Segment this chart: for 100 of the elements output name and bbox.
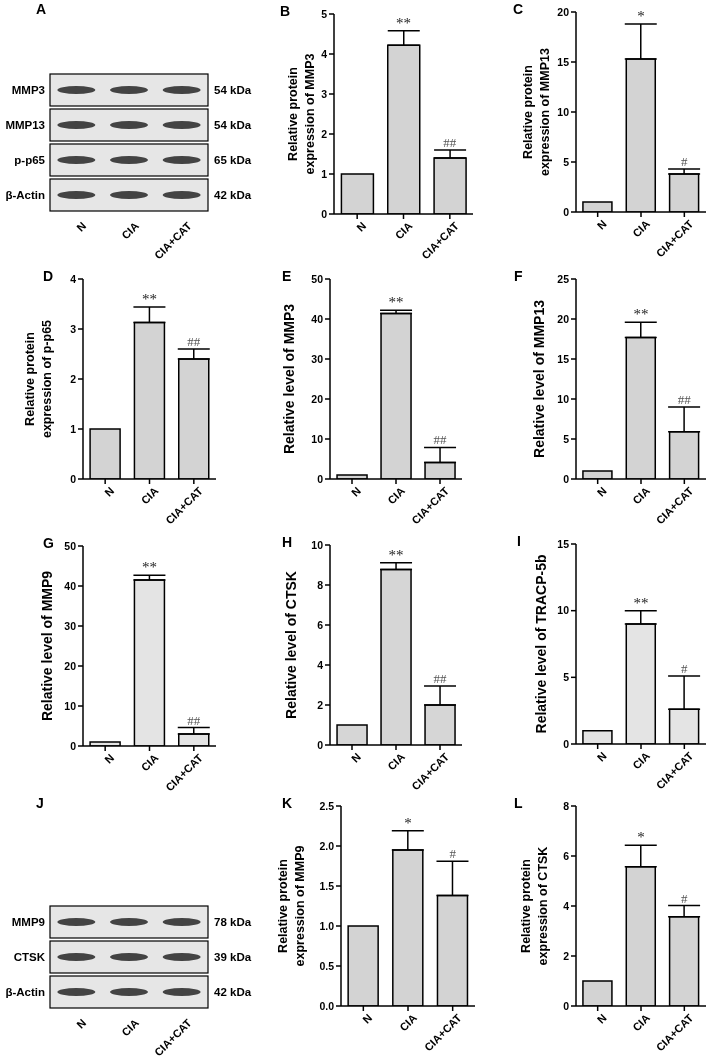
annotation: # <box>681 154 689 169</box>
y-axis-title: Relative level of MMP3 <box>281 303 297 455</box>
category-label: 78 kDa <box>214 916 252 928</box>
x-tick-label: N <box>354 219 369 234</box>
y-tick-label: 1 <box>321 167 328 180</box>
annotation: ** <box>388 546 404 563</box>
annotation: # <box>681 890 689 906</box>
y-tick-label: 1.0 <box>319 919 335 932</box>
text: J <box>36 795 44 811</box>
y-tick-label: 6 <box>563 849 570 862</box>
annotation: ** <box>396 14 411 31</box>
y-tick-label: 15 <box>557 537 570 550</box>
y-tick-label: 6 <box>317 618 324 631</box>
chart-title: I <box>517 533 521 549</box>
text: A <box>36 1 47 17</box>
category-label: MMP13 <box>5 119 45 131</box>
x-tick-label: CIA <box>630 484 653 507</box>
y-tick-label: 1 <box>70 422 77 435</box>
y-tick-label: 8 <box>563 799 570 812</box>
y-tick-label: 20 <box>557 312 570 325</box>
y-tick-label: 20 <box>311 392 324 405</box>
y-tick-label: 0 <box>563 999 570 1012</box>
y-tick-label: 15 <box>557 55 570 68</box>
y-axis-title: Relative level of MMP13 <box>531 299 547 458</box>
annotation: ## <box>677 392 692 407</box>
x-tick-label: CIA <box>138 751 161 774</box>
y-axis-title: Relative protein expression of CTSK <box>519 846 550 966</box>
y-tick-label: 0 <box>563 472 570 485</box>
y-tick-label: 0.5 <box>319 959 335 972</box>
y-tick-label: 30 <box>64 619 77 632</box>
category-label: 65 kDa <box>214 154 252 166</box>
chart-title: D <box>43 268 54 284</box>
y-axis-title: Relative level of CTSK <box>283 571 299 719</box>
x-tick-label: N <box>594 749 609 764</box>
y-tick-label: 2 <box>70 372 77 385</box>
category-label: 42 kDa <box>214 986 252 998</box>
y-tick-label: 10 <box>557 392 570 405</box>
annotation: ** <box>142 559 157 576</box>
y-tick-label: 2 <box>563 949 570 962</box>
category-label: MMP3 <box>11 84 45 96</box>
chart-title: K <box>282 795 293 811</box>
x-tick-label: N <box>102 751 117 766</box>
y-tick-label: 10 <box>64 699 77 712</box>
y-tick-label: 50 <box>311 272 324 285</box>
y-axis-title: Relative level of TRACP-5b <box>533 554 549 734</box>
annotation: # <box>449 846 457 862</box>
chart-title: H <box>282 534 293 550</box>
y-tick-label: 10 <box>311 432 324 445</box>
y-tick-label: 1.5 <box>319 879 335 892</box>
annotation: * <box>637 8 645 24</box>
y-tick-label: 20 <box>64 659 77 672</box>
y-tick-label: 4 <box>70 272 77 285</box>
chart-title: C <box>513 1 524 17</box>
y-tick-label: 10 <box>557 105 570 118</box>
y-tick-label: 4 <box>317 658 324 671</box>
y-tick-label: 2 <box>317 698 324 711</box>
y-tick-label: 0 <box>563 737 570 750</box>
x-tick-label: CIA <box>630 749 653 772</box>
y-tick-label: 3 <box>321 87 328 100</box>
annotation: # <box>681 661 689 676</box>
x-tick-label: CIA <box>138 484 161 507</box>
x-tick-label: N <box>594 1011 609 1026</box>
x-tick-label: CIA <box>385 484 408 507</box>
y-tick-label: 5 <box>563 155 570 168</box>
x-tick-label: CIA <box>397 1011 420 1034</box>
y-tick-label: 2.5 <box>319 799 335 812</box>
y-axis-title: Relative protein expression of MMP9 <box>276 845 307 967</box>
y-axis-title: Relative protein expression of p-p65 <box>23 319 54 439</box>
y-tick-label: 30 <box>311 352 324 365</box>
x-tick-label: N <box>348 484 364 499</box>
category-label: 54 kDa <box>214 119 252 131</box>
annotation: ## <box>187 712 201 728</box>
y-tick-label: 20 <box>557 5 570 18</box>
y-tick-label: 0 <box>321 207 328 220</box>
y-tick-label: 8 <box>317 578 324 591</box>
y-tick-label: 15 <box>557 352 570 365</box>
chart-title: B <box>280 3 291 19</box>
y-tick-label: 40 <box>64 579 77 592</box>
x-tick-label: CIA <box>630 217 653 240</box>
category-label: MMP9 <box>11 916 45 928</box>
chart-title: L <box>514 795 523 811</box>
x-tick-label: N <box>594 484 609 499</box>
x-tick-label: N <box>102 484 117 499</box>
y-axis-title: Relative protein expression of MMP3 <box>286 53 317 175</box>
annotation: * <box>637 829 645 846</box>
annotation: ** <box>388 294 404 311</box>
y-tick-label: 0 <box>317 472 324 485</box>
annotation: ## <box>443 135 457 150</box>
y-tick-label: 10 <box>311 538 324 551</box>
category-label: 39 kDa <box>214 951 252 963</box>
y-tick-label: 0 <box>70 739 77 752</box>
y-tick-label: 5 <box>321 7 328 20</box>
chart-title: E <box>282 268 292 284</box>
y-tick-label: 25 <box>557 272 570 285</box>
x-tick-label: N <box>360 1011 375 1026</box>
x-tick-label: N <box>594 217 609 232</box>
y-tick-label: 10 <box>557 604 570 617</box>
y-tick-label: 50 <box>64 539 77 552</box>
category-label: β-Actin <box>5 986 45 998</box>
y-tick-label: 40 <box>311 312 324 325</box>
